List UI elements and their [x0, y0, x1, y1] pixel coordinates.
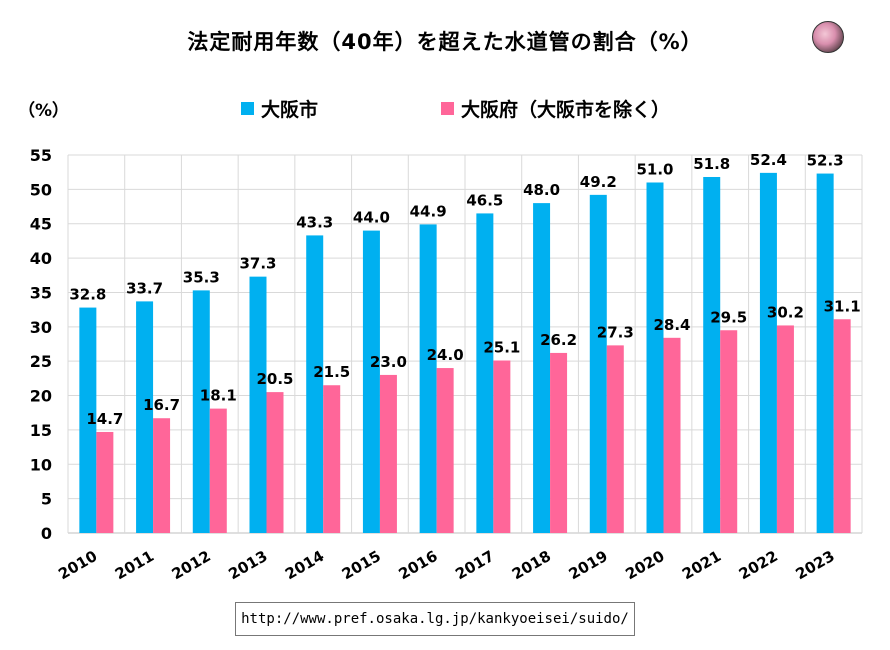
bar-osaka-prefecture [493, 360, 511, 533]
data-label: 24.0 [427, 346, 464, 364]
data-label: 23.0 [370, 353, 407, 371]
data-label: 30.2 [767, 303, 804, 321]
bar-osaka-city [589, 194, 607, 533]
data-label: 16.7 [143, 396, 180, 414]
data-label: 52.3 [807, 152, 844, 170]
x-tick-label: 2017 [452, 547, 497, 583]
data-label: 44.9 [410, 202, 447, 220]
y-tick-label: 35 [30, 283, 52, 302]
data-label: 20.5 [256, 370, 293, 388]
y-tick-label: 0 [41, 524, 52, 543]
bar-osaka-prefecture [96, 431, 114, 533]
bar-osaka-city [419, 224, 437, 533]
data-label: 51.0 [636, 160, 673, 178]
bar-osaka-city [136, 301, 154, 533]
x-tick-label: 2016 [395, 547, 440, 583]
x-tick-label: 2021 [679, 547, 724, 583]
data-label: 31.1 [824, 297, 861, 315]
data-label: 46.5 [466, 191, 503, 209]
x-tick-label: 2023 [792, 547, 837, 583]
bar-osaka-prefecture [606, 345, 624, 533]
bar-osaka-prefecture [209, 408, 227, 533]
legend-swatch-osaka-city [241, 101, 254, 115]
y-tick-label: 55 [30, 146, 52, 165]
bar-osaka-prefecture [379, 374, 397, 533]
bar-osaka-city [646, 182, 664, 533]
data-label: 43.3 [296, 213, 333, 231]
y-tick-label: 25 [30, 352, 52, 371]
data-label: 33.7 [126, 279, 163, 297]
data-label: 32.8 [69, 286, 106, 304]
y-tick-label: 45 [30, 215, 52, 234]
bar-osaka-city [759, 172, 777, 534]
data-label: 44.0 [353, 209, 390, 227]
legend-swatch-osaka-prefecture [441, 101, 454, 115]
bar-osaka-prefecture [266, 392, 284, 533]
y-tick-label: 40 [30, 249, 52, 268]
bar-osaka-prefecture [663, 337, 681, 533]
x-tick-label: 2020 [622, 547, 667, 583]
data-label: 48.0 [523, 181, 560, 199]
x-tick-label: 2013 [225, 547, 270, 583]
legend-item-osaka-city: 大阪市 [241, 96, 319, 121]
legend-item-osaka-prefecture: 大阪府（大阪市を除く） [441, 96, 671, 121]
y-tick-label: 30 [30, 318, 52, 337]
flower-logo-icon [812, 21, 844, 53]
x-tick-label: 2015 [339, 547, 384, 583]
bar-osaka-city [79, 307, 97, 533]
data-label: 52.4 [750, 151, 787, 169]
data-label: 21.5 [313, 363, 350, 381]
y-tick-label: 15 [30, 421, 52, 440]
source-url-link[interactable]: http://www.pref.osaka.lg.jp/kankyoeisei/… [235, 602, 635, 636]
data-label: 18.1 [200, 387, 237, 405]
data-label: 37.3 [239, 255, 276, 273]
data-label: 35.3 [183, 268, 220, 286]
x-tick-label: 2019 [566, 547, 611, 583]
bar-osaka-city [533, 203, 551, 534]
bar-osaka-prefecture [550, 352, 568, 533]
bar-osaka-prefecture [323, 385, 341, 533]
bar-osaka-prefecture [436, 368, 454, 533]
y-tick-label: 10 [30, 455, 52, 474]
x-tick-label: 2011 [112, 547, 157, 583]
data-label: 51.8 [693, 155, 730, 173]
bar-osaka-prefecture [833, 319, 851, 533]
y-tick-label: 20 [30, 387, 52, 406]
bar-osaka-city [476, 213, 494, 533]
bar-osaka-city [703, 176, 721, 533]
y-tick-label: 5 [41, 490, 52, 509]
x-tick-label: 2018 [509, 547, 554, 583]
bar-osaka-prefecture [776, 325, 794, 533]
y-axis-unit-label: （%） [18, 101, 70, 121]
x-tick-label: 2022 [736, 547, 781, 583]
x-tick-label: 2014 [282, 547, 327, 583]
legend-label-osaka-prefecture: 大阪府（大阪市を除く） [461, 98, 671, 121]
data-label: 25.1 [483, 338, 520, 356]
data-label: 14.7 [86, 410, 123, 428]
x-tick-label: 2012 [169, 547, 214, 583]
bar-osaka-city [249, 276, 267, 533]
bar-osaka-city [306, 235, 324, 534]
bar-osaka-city [362, 230, 380, 533]
bar-chart: 0 5 10 15 20 25 30 35 40 45 50 55 32.8 14.7 2010 33.7 16… [30, 146, 863, 583]
data-label: 26.2 [540, 331, 577, 349]
data-label: 27.3 [597, 323, 634, 341]
data-label: 29.5 [710, 308, 747, 326]
bar-osaka-city [816, 173, 834, 533]
y-tick-label: 50 [30, 180, 52, 199]
bar-osaka-prefecture [153, 418, 171, 533]
bar-osaka-prefecture [720, 330, 738, 533]
legend-label-osaka-city: 大阪市 [261, 98, 319, 121]
bar-osaka-city [192, 290, 210, 533]
chart-title: 法定耐用年数（40年）を超えた水道管の割合（%） [187, 30, 703, 54]
data-label: 28.4 [653, 316, 690, 334]
data-label: 49.2 [580, 173, 617, 191]
x-tick-label: 2010 [55, 547, 100, 583]
